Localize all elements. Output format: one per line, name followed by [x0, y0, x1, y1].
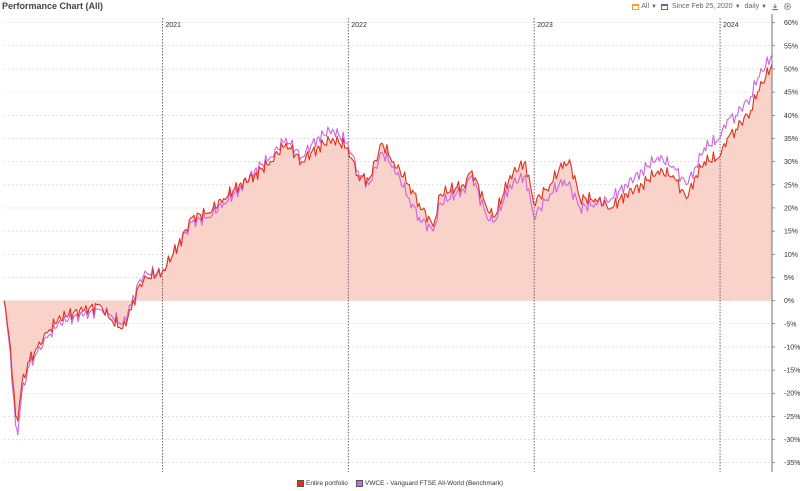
legend-item-portfolio[interactable]: Entire portfolio [296, 480, 348, 487]
y-tick-label: 45% [784, 90, 798, 97]
chevron-down-icon: ▼ [734, 3, 741, 10]
page-title: Performance Chart (All) [2, 1, 104, 11]
series-line-portfolio [3, 64, 773, 422]
download-icon [772, 3, 778, 10]
y-tick-label: 50% [784, 66, 798, 73]
y-tick-label: 5% [784, 275, 794, 282]
portfolio-area [4, 64, 772, 422]
chart-legend: Entire portfolio VWCE - Vanguard FTSE Al… [0, 480, 800, 487]
series-line-benchmark [3, 54, 773, 436]
legend-swatch-portfolio [296, 480, 304, 487]
y-tick-label: -35% [784, 460, 800, 467]
y-tick-label: 10% [784, 252, 798, 259]
y-tick-label: 15% [784, 229, 798, 236]
y-tick-label: 30% [784, 159, 798, 166]
y-tick-label: -10% [784, 344, 800, 351]
legend-label-portfolio: Entire portfolio [305, 480, 348, 487]
legend-swatch-benchmark [355, 480, 363, 487]
legend-item-benchmark[interactable]: VWCE - Vanguard FTSE All-World (Benchmar… [355, 480, 504, 487]
area-layer [4, 64, 772, 422]
y-tick-label: 60% [784, 20, 798, 27]
y-tick-label: -25% [784, 414, 800, 421]
year-marker-label: 2021 [165, 22, 181, 29]
since-label: Since Feb 25, 2020 [671, 3, 733, 10]
y-tick-label: 35% [784, 136, 798, 143]
legend-label-benchmark: VWCE - Vanguard FTSE All-World (Benchmar… [364, 480, 504, 487]
year-marker-label: 2023 [537, 22, 553, 29]
y-tick-label: 55% [784, 43, 798, 50]
chevron-down-icon: ▼ [761, 3, 767, 10]
range-selector[interactable]: All ▼ [632, 3, 657, 10]
y-tick-label: 40% [784, 113, 798, 120]
y-tick-label: -5% [784, 321, 796, 328]
since-selector[interactable]: Since Feb 25, 2020 ▼ [672, 3, 741, 10]
y-tick-label: -20% [784, 391, 800, 398]
y-tick-label: 25% [784, 182, 798, 189]
range-label: All [641, 3, 650, 10]
y-tick-label: -30% [784, 437, 800, 444]
download-button[interactable] [771, 3, 779, 11]
settings-button[interactable] [783, 2, 792, 11]
series-lines [3, 54, 773, 436]
chevron-down-icon: ▼ [651, 3, 657, 10]
interval-selector[interactable]: daily ▼ [745, 3, 767, 10]
year-marker-label: 2022 [351, 22, 367, 29]
calendar-icon [632, 3, 640, 10]
year-markers: 2021 2022 2023 2024 [161, 18, 739, 472]
gear-icon [783, 2, 792, 11]
year-marker-label: 2024 [723, 22, 739, 29]
y-tick-label: -15% [784, 368, 800, 375]
chart-toolbar: All ▼ Since Feb 25, 2020 ▼ daily ▼ [632, 2, 792, 11]
calendar-range-icon [660, 3, 668, 10]
interval-label: daily [744, 3, 760, 10]
y-tick-label: 20% [784, 205, 798, 212]
y-axis: -35% -30% -25% -20% -15% -10% -5% 0% 5% 10% 15% 20%… [771, 14, 800, 472]
y-tick-label: 0% [784, 298, 794, 305]
custom-range-button[interactable] [660, 3, 668, 10]
